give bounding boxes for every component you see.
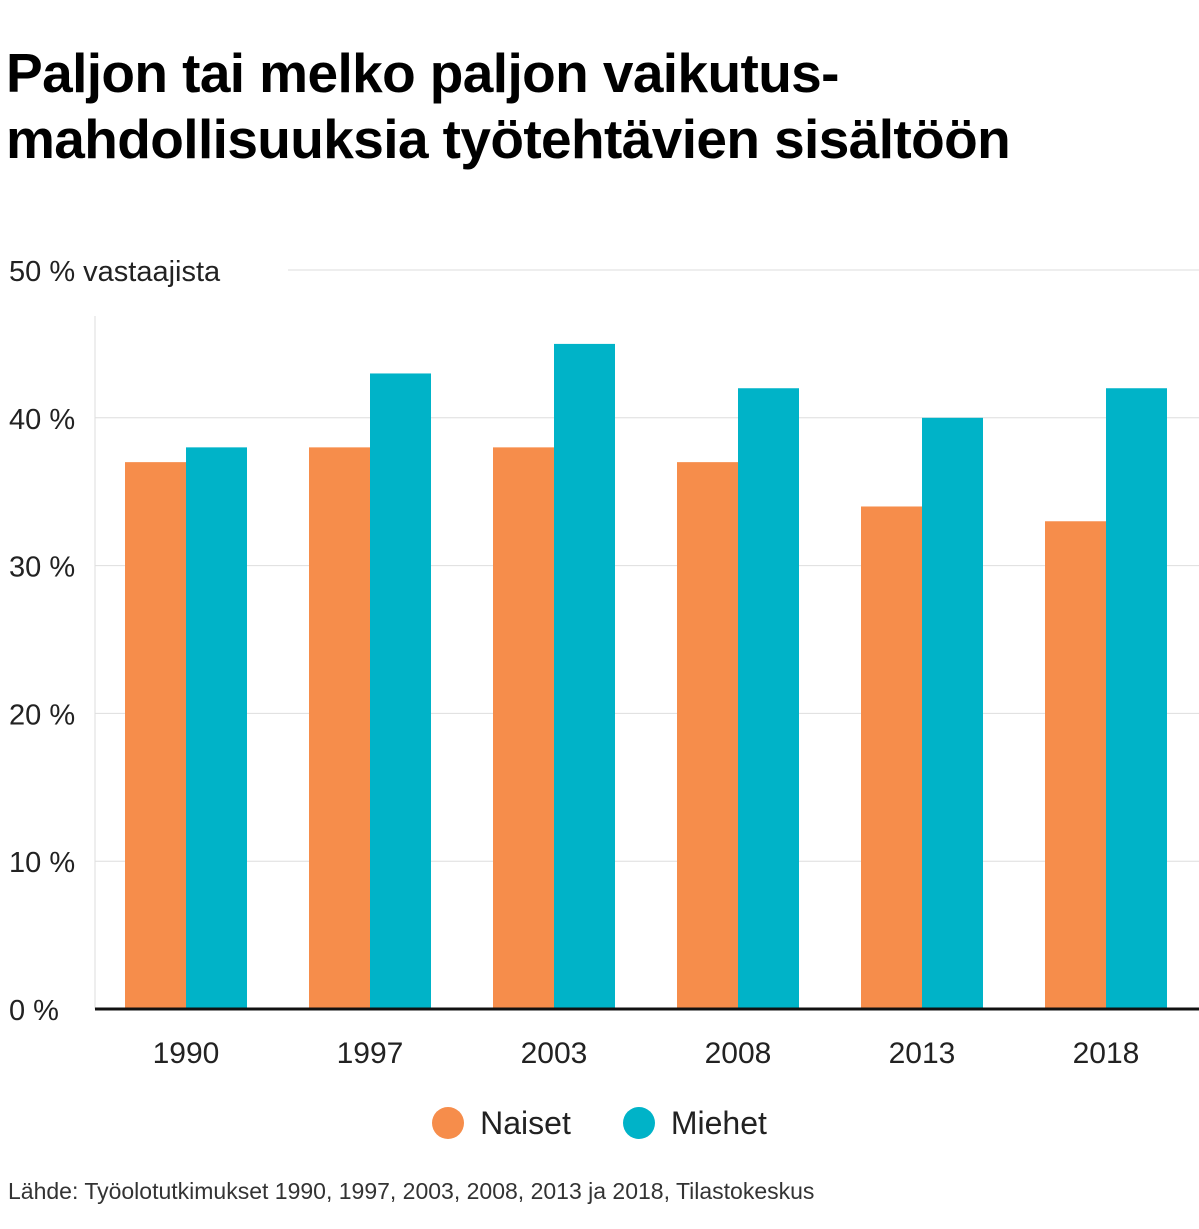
x-tick-label-1990: 1990 xyxy=(153,1037,220,1070)
bar-naiset-2003 xyxy=(493,447,554,1009)
gridlines xyxy=(95,269,1199,862)
axes xyxy=(94,316,1199,1011)
x-tick-label-2013: 2013 xyxy=(889,1037,956,1070)
axis-labels: 0 % 10 % 20 % 30 % 40 % 50 % vastaajista 1990 1… xyxy=(9,256,1139,1070)
bar-miehet-2018 xyxy=(1106,388,1167,1009)
bar-naiset-1997 xyxy=(309,447,370,1009)
y-tick-label-30: 30 % xyxy=(9,552,75,584)
bar-naiset-2008 xyxy=(677,462,738,1009)
y-tick-label-20: 20 % xyxy=(9,699,75,731)
bar-miehet-2013 xyxy=(922,417,983,1009)
x-tick-label-2018: 2018 xyxy=(1073,1037,1140,1070)
chart-title-line-2: mahdollisuuksia työtehtävien sisältöön xyxy=(6,108,1011,170)
y-tick-label-10: 10 % xyxy=(9,847,75,879)
legend-label-naiset: Naiset xyxy=(480,1104,571,1141)
bar-miehet-2008 xyxy=(738,388,799,1009)
bar-naiset-2018 xyxy=(1045,521,1106,1009)
bar-miehet-1990 xyxy=(186,447,247,1009)
x-tick-label-2008: 2008 xyxy=(705,1037,772,1070)
legend: Naiset Miehet xyxy=(0,1100,1199,1146)
bar-naiset-1990 xyxy=(125,462,186,1009)
x-tick-label-1997: 1997 xyxy=(337,1037,404,1070)
x-tick-label-2003: 2003 xyxy=(521,1037,588,1070)
legend-swatch-naiset xyxy=(432,1107,465,1139)
bars xyxy=(125,343,1167,1010)
legend-item-miehet: Miehet xyxy=(622,1104,767,1142)
legend-label-miehet: Miehet xyxy=(670,1104,767,1141)
bar-miehet-1997 xyxy=(370,373,431,1010)
legend-item-naiset: Naiset xyxy=(432,1105,571,1142)
bar-miehet-2003 xyxy=(554,343,615,1009)
y-tick-label-40: 40 % xyxy=(9,404,75,436)
legend-swatch-miehet xyxy=(622,1107,655,1139)
chart-title: Paljon tai melko paljon vaikutus- mahdol… xyxy=(6,40,1196,172)
y-tick-label-50: 50 % vastaajista xyxy=(9,256,221,288)
bar-naiset-2013 xyxy=(861,506,922,1009)
source-note: Lähde: Työolotutkimukset 1990, 1997, 200… xyxy=(8,1178,815,1204)
chart-title-line-1: Paljon tai melko paljon vaikutus- xyxy=(6,42,839,104)
y-tick-label-0: 0 % xyxy=(9,995,59,1027)
